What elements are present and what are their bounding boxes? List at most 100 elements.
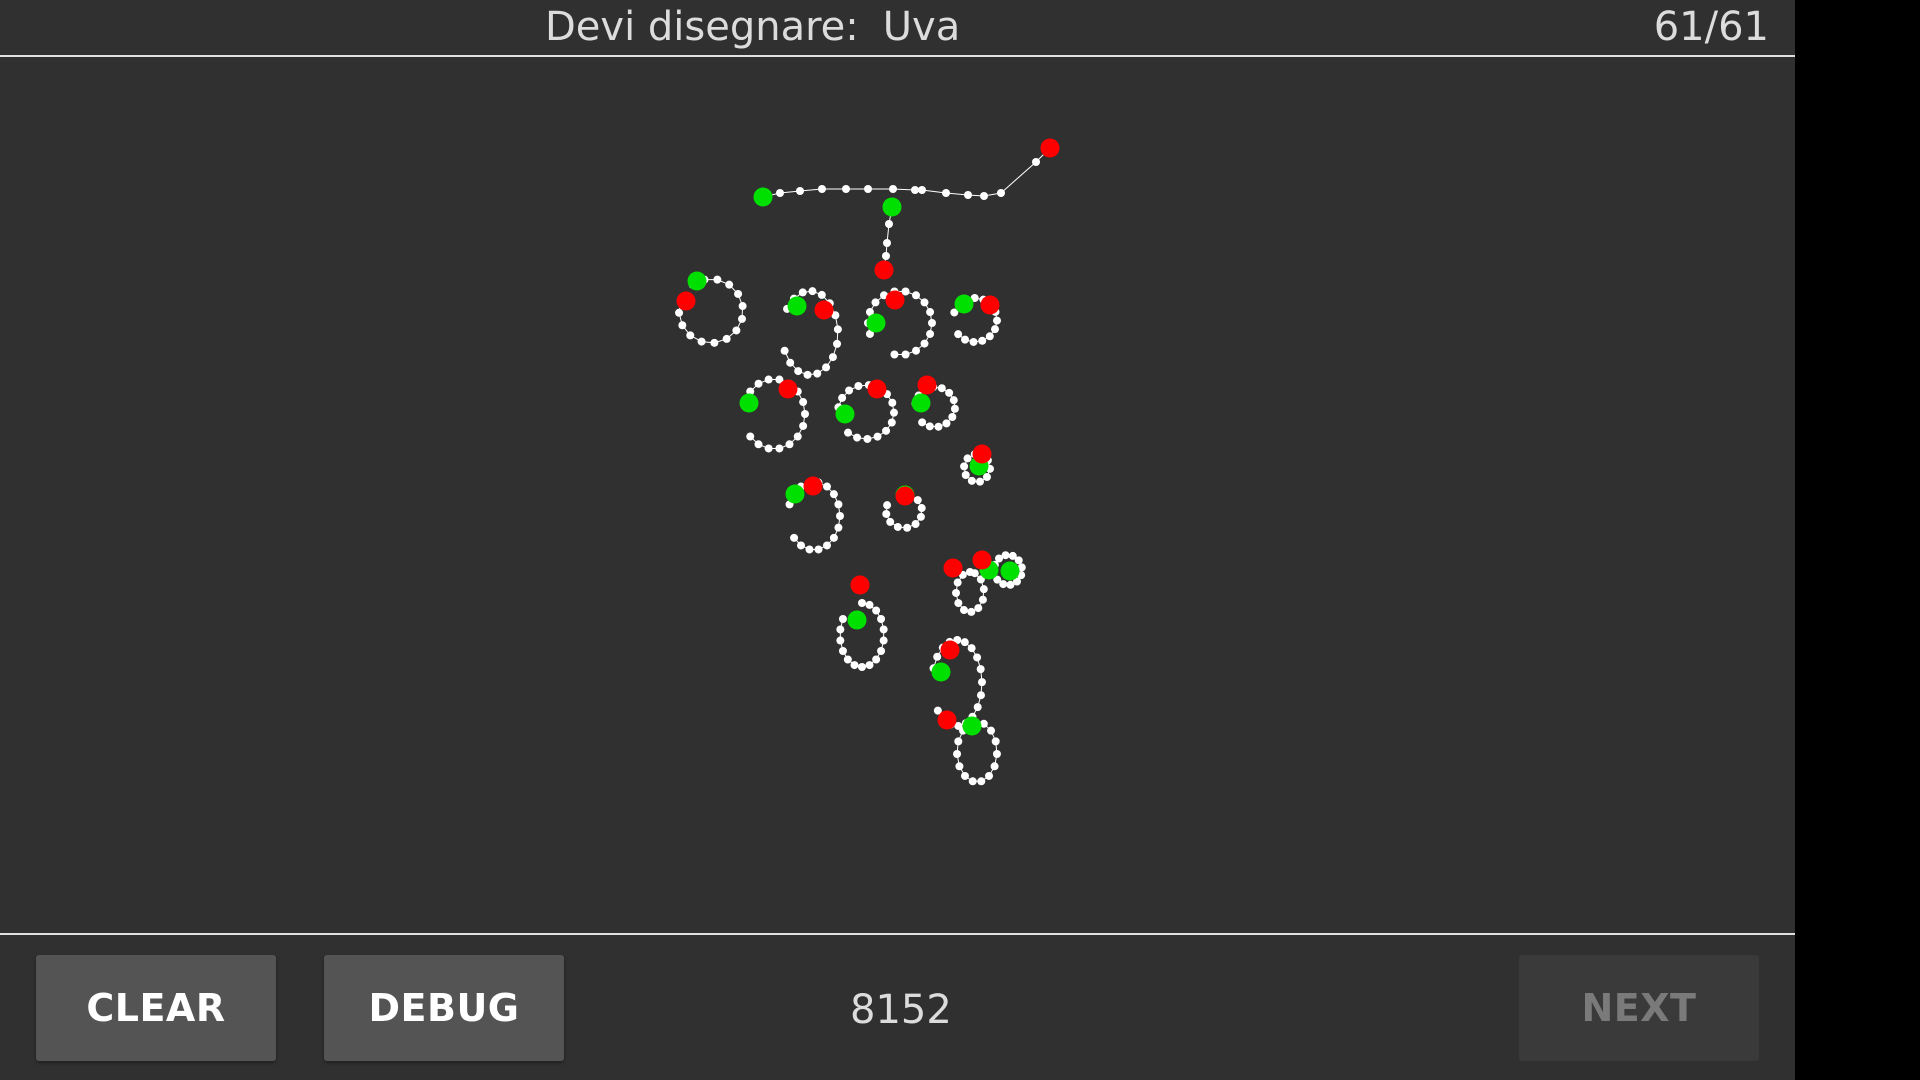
stroke-point bbox=[926, 308, 935, 317]
stroke-point bbox=[993, 575, 1002, 584]
stroke-end-point bbox=[972, 444, 992, 464]
stroke-start-point bbox=[911, 393, 931, 413]
stroke-point bbox=[817, 290, 826, 299]
stroke-point bbox=[738, 302, 747, 311]
stroke-point bbox=[713, 275, 722, 284]
stroke-end-point bbox=[943, 558, 963, 578]
stroke-point bbox=[754, 440, 763, 449]
stroke-start-point bbox=[931, 662, 951, 682]
system-strip bbox=[1795, 0, 1920, 1080]
stroke-point bbox=[979, 585, 988, 594]
stroke-point bbox=[973, 653, 982, 662]
stroke-start-point bbox=[785, 484, 805, 504]
stroke-point bbox=[1012, 577, 1021, 586]
target-word: Uva bbox=[882, 4, 961, 50]
stroke-point bbox=[1017, 563, 1026, 572]
stroke-point bbox=[834, 500, 843, 509]
stroke-point bbox=[889, 408, 898, 417]
stroke-point bbox=[1001, 551, 1010, 560]
stroke-end-point bbox=[850, 575, 870, 595]
stroke-point bbox=[990, 762, 999, 771]
stroke-point bbox=[913, 496, 922, 505]
stroke-point bbox=[838, 615, 847, 623]
progress-counter: 61/61 bbox=[1653, 4, 1769, 50]
stroke-point bbox=[982, 472, 991, 481]
stroke-end-point bbox=[937, 710, 957, 730]
stroke-point bbox=[911, 520, 920, 529]
stroke-point bbox=[877, 647, 886, 655]
stroke-point bbox=[725, 280, 734, 289]
stroke-point bbox=[843, 655, 852, 664]
stroke-point bbox=[992, 750, 1001, 759]
stroke-point bbox=[833, 325, 842, 334]
stroke-point bbox=[953, 578, 962, 587]
stroke-point bbox=[822, 363, 831, 372]
stroke-point bbox=[955, 762, 964, 771]
stroke-point bbox=[882, 426, 891, 435]
stroke-point bbox=[738, 314, 747, 323]
stroke-point bbox=[879, 625, 888, 634]
stroke-point bbox=[985, 771, 994, 780]
stroke-point bbox=[977, 777, 986, 786]
stroke-point bbox=[799, 398, 808, 407]
stroke-point bbox=[746, 387, 755, 396]
stroke-point bbox=[775, 375, 784, 384]
stroke-point bbox=[933, 706, 942, 715]
next-button[interactable]: NEXT bbox=[1519, 955, 1759, 1061]
stroke-start-point bbox=[1000, 561, 1020, 581]
drawing-canvas[interactable] bbox=[0, 57, 1795, 935]
stroke-point bbox=[901, 287, 910, 296]
stroke-end-point bbox=[778, 379, 798, 399]
stroke-point bbox=[805, 545, 814, 554]
prompt-label: Devi disegnare: bbox=[545, 4, 859, 50]
stroke-end-point bbox=[676, 291, 696, 311]
stroke-point bbox=[950, 404, 959, 413]
stroke-point bbox=[754, 379, 763, 388]
stroke-point bbox=[978, 336, 987, 345]
stroke-point bbox=[1032, 158, 1040, 166]
debug-button[interactable]: DEBUG bbox=[324, 955, 564, 1061]
stroke-point bbox=[854, 382, 863, 391]
stroke-end-point bbox=[885, 290, 905, 310]
clear-button[interactable]: CLEAR bbox=[36, 955, 276, 1061]
stroke-point bbox=[872, 655, 881, 664]
stroke-end-point bbox=[980, 295, 1000, 315]
stroke-point bbox=[960, 771, 969, 780]
stroke-end-point bbox=[917, 375, 937, 395]
stroke-point bbox=[865, 329, 874, 338]
stroke-point bbox=[976, 575, 985, 584]
stroke-point bbox=[974, 604, 983, 613]
stroke-point bbox=[967, 476, 976, 485]
stroke-start-point bbox=[835, 404, 855, 424]
stroke-point bbox=[798, 288, 807, 297]
stroke-point bbox=[991, 737, 1000, 746]
stroke-point bbox=[858, 599, 866, 607]
stroke-point bbox=[969, 337, 978, 346]
stroke-point bbox=[953, 750, 962, 759]
stroke-point bbox=[836, 625, 845, 634]
footer-bar: CLEAR DEBUG 8152 NEXT bbox=[0, 933, 1795, 1080]
stroke-line bbox=[784, 290, 839, 376]
stroke-point bbox=[746, 432, 755, 441]
stroke-end-point bbox=[874, 260, 894, 280]
stroke-point bbox=[978, 595, 987, 604]
stroke-point bbox=[801, 410, 809, 418]
stroke-point bbox=[834, 523, 843, 532]
stroke-point bbox=[960, 462, 969, 471]
stroke-point bbox=[918, 418, 927, 427]
drawn-strokes bbox=[675, 138, 1060, 786]
stroke-point bbox=[945, 388, 954, 397]
stroke-point bbox=[997, 189, 1005, 197]
stroke-point bbox=[912, 291, 920, 300]
stroke-point bbox=[797, 541, 805, 550]
stroke-end-point bbox=[1040, 138, 1060, 158]
stroke-point bbox=[954, 737, 963, 746]
stroke-point bbox=[976, 665, 985, 674]
stroke-line bbox=[744, 379, 806, 449]
stroke-point bbox=[926, 329, 935, 338]
stroke-line bbox=[839, 602, 885, 668]
stroke-point bbox=[850, 661, 859, 670]
stroke-point bbox=[961, 471, 970, 479]
stroke-start-point bbox=[954, 294, 974, 314]
stroke-point bbox=[833, 339, 842, 348]
